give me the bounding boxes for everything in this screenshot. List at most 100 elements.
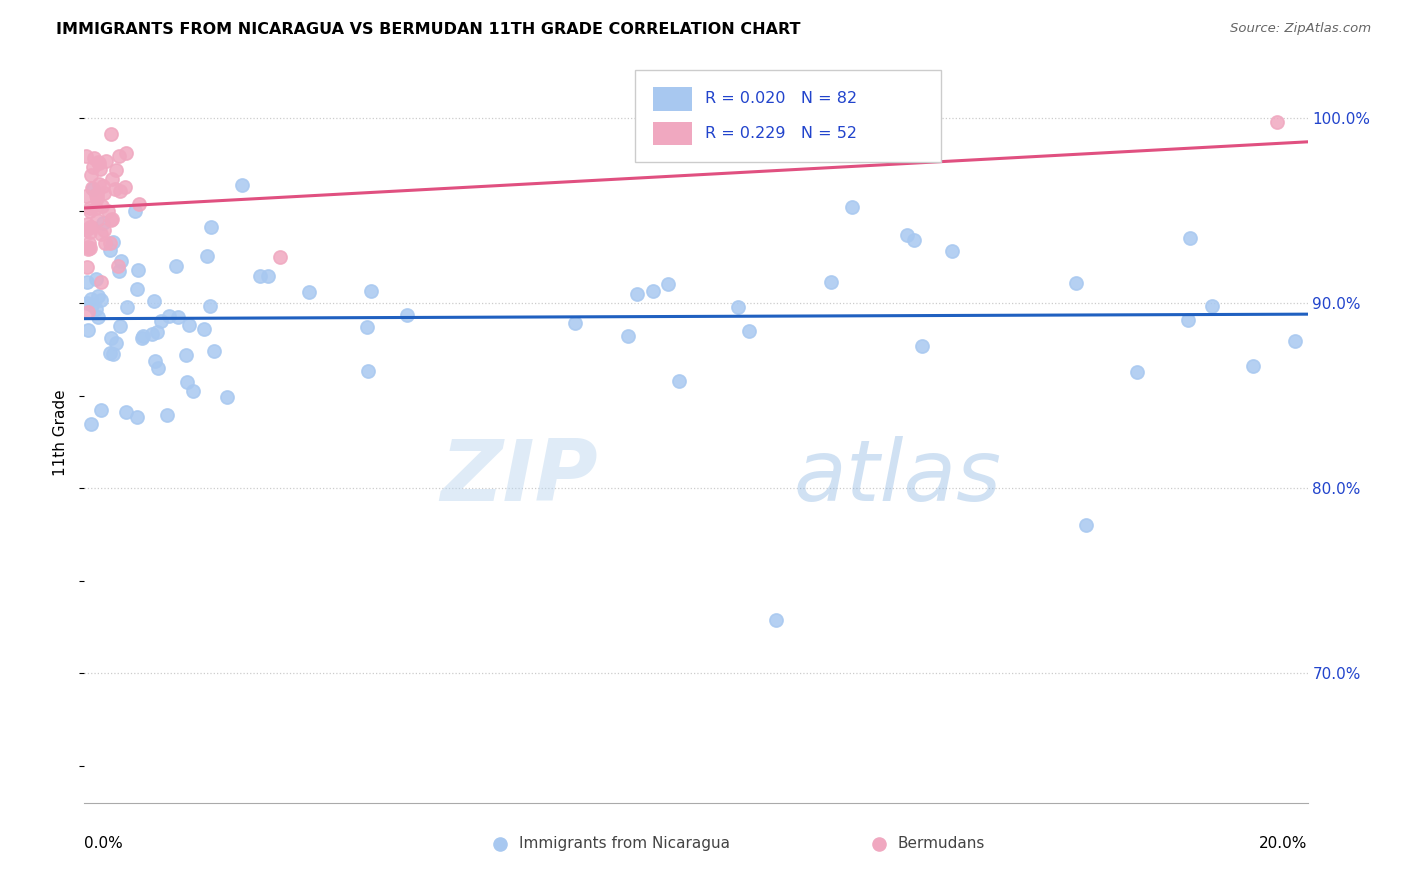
Point: [1284, 334, 1306, 348]
Point: [100, 212, 122, 227]
Text: R = 0.229   N = 52: R = 0.229 N = 52: [704, 126, 856, 141]
Point: [76, 275, 98, 289]
Point: [80, 298, 103, 312]
Point: [841, 200, 863, 214]
Point: [77, 323, 100, 337]
Point: [80, 292, 103, 306]
Point: [107, 264, 129, 278]
Point: [84, 201, 107, 215]
Point: [76, 218, 98, 232]
Point: [75, 149, 97, 163]
Text: atlas: atlas: [794, 435, 1002, 518]
Point: [94, 235, 117, 250]
FancyBboxPatch shape: [636, 70, 941, 162]
Point: [181, 384, 204, 399]
Point: [617, 329, 640, 343]
Point: [104, 182, 127, 196]
Point: [87, 154, 110, 169]
Point: [108, 184, 131, 198]
Point: [174, 348, 197, 362]
Point: [165, 259, 187, 273]
Point: [903, 233, 925, 247]
Point: [76, 295, 98, 310]
Point: [357, 363, 380, 377]
Point: [77, 242, 100, 256]
Point: [75, 223, 97, 237]
FancyBboxPatch shape: [654, 121, 692, 145]
Point: [90, 403, 112, 417]
Point: [127, 262, 149, 277]
Point: [91, 216, 114, 230]
Point: [79, 201, 101, 215]
Point: [115, 405, 138, 419]
Point: [79, 241, 101, 255]
Point: [156, 408, 179, 422]
Point: [86, 186, 108, 201]
Point: [215, 390, 238, 404]
Point: [100, 331, 122, 345]
Point: [108, 318, 131, 333]
Point: [125, 409, 148, 424]
Point: [110, 253, 132, 268]
Text: Bermudans: Bermudans: [898, 836, 986, 851]
Point: [1178, 231, 1201, 245]
Y-axis label: 11th Grade: 11th Grade: [53, 389, 69, 476]
Point: [360, 284, 382, 298]
Point: [101, 172, 124, 186]
Point: [89, 156, 111, 170]
Point: [128, 197, 150, 211]
Point: [115, 146, 138, 161]
Point: [1076, 518, 1098, 533]
Point: [98, 243, 121, 257]
Point: [77, 305, 100, 319]
Point: [727, 301, 749, 315]
Point: [86, 213, 108, 227]
Point: [941, 244, 963, 258]
Point: [86, 289, 108, 303]
Text: Source: ZipAtlas.com: Source: ZipAtlas.com: [1230, 22, 1371, 36]
Point: [76, 240, 98, 254]
Point: [79, 226, 101, 240]
Point: [269, 250, 291, 264]
Point: [87, 310, 110, 325]
Point: [107, 259, 129, 273]
Point: [94, 154, 117, 169]
Point: [231, 178, 253, 193]
Point: [89, 177, 111, 191]
Point: [202, 344, 225, 359]
Point: [626, 286, 648, 301]
Point: [193, 321, 215, 335]
Point: [83, 151, 105, 165]
Point: [738, 324, 761, 338]
Point: [124, 203, 146, 218]
Point: [1241, 359, 1264, 374]
Point: [765, 613, 787, 627]
Point: [108, 149, 131, 163]
Point: [142, 293, 165, 308]
Point: [146, 360, 169, 375]
Text: Immigrants from Nicaragua: Immigrants from Nicaragua: [519, 836, 730, 851]
Point: [1201, 300, 1223, 314]
Point: [1064, 276, 1087, 290]
Point: [200, 220, 222, 235]
Point: [195, 249, 218, 263]
Point: [80, 181, 103, 195]
Point: [114, 179, 136, 194]
Point: [97, 204, 120, 219]
Point: [90, 293, 112, 307]
Point: [249, 269, 271, 284]
Point: [105, 163, 128, 178]
Point: [93, 223, 115, 237]
Point: [80, 168, 103, 182]
Point: [79, 203, 101, 218]
Point: [150, 314, 173, 328]
Point: [82, 160, 104, 174]
Text: 0.0%: 0.0%: [84, 836, 124, 851]
Point: [100, 127, 122, 141]
Point: [127, 282, 149, 296]
Point: [86, 187, 108, 202]
Point: [198, 299, 221, 313]
Point: [143, 354, 166, 368]
Point: [131, 331, 153, 345]
Point: [176, 375, 198, 389]
